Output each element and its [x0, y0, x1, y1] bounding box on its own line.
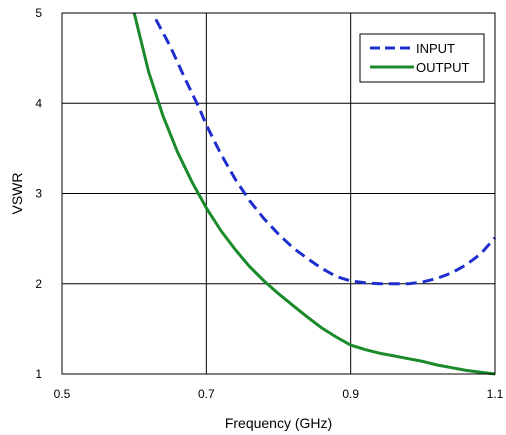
x-tick-labels: 0.5 0.7 0.9 1.1	[54, 387, 504, 401]
y-tick-labels: 1 2 3 4 5	[35, 6, 42, 381]
y-tick-label: 5	[35, 6, 42, 20]
y-tick-label: 2	[35, 277, 42, 291]
y-tick-label: 1	[35, 367, 42, 381]
x-axis-label: Frequency (GHz)	[225, 415, 332, 431]
plot-frame	[61, 12, 496, 375]
x-tick-label: 0.9	[342, 387, 359, 401]
x-tick-label: 0.5	[54, 387, 71, 401]
x-tick-label: 1.1	[487, 387, 504, 401]
y-tick-label: 3	[35, 187, 42, 201]
legend: INPUT OUTPUT	[359, 33, 485, 83]
grid	[62, 13, 495, 374]
legend-label-input: INPUT	[416, 41, 455, 56]
legend-box	[359, 33, 485, 83]
series-line-output	[132, 12, 496, 376]
legend-label-output: OUTPUT	[416, 60, 470, 75]
y-axis-label: VSWR	[9, 173, 25, 215]
y-tick-label: 4	[35, 96, 42, 110]
series-layer	[132, 12, 497, 376]
x-tick-label: 0.7	[198, 387, 215, 401]
